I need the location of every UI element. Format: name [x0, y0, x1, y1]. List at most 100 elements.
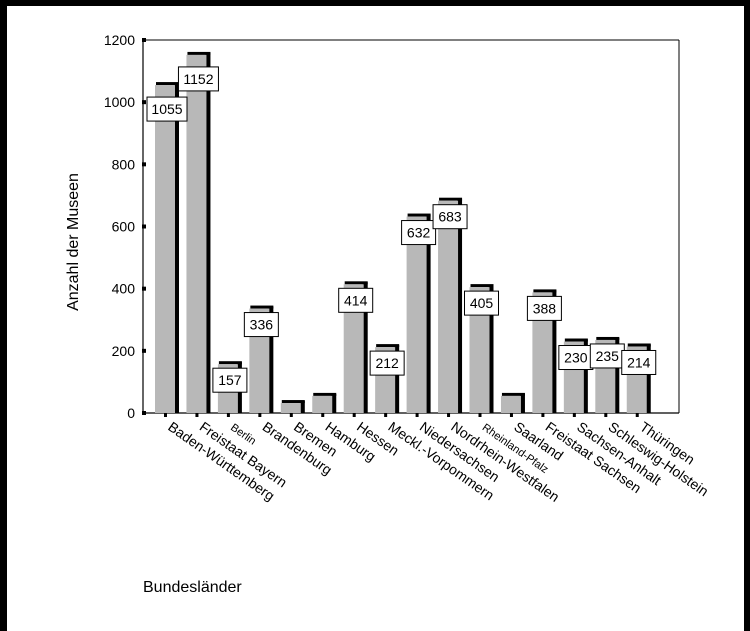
x-tick-mark: [195, 413, 199, 417]
bar-shadow: [174, 83, 179, 413]
bar-cap: [470, 284, 494, 288]
x-tick-mark: [447, 413, 451, 417]
y-tick-mark: [142, 224, 146, 229]
data-label-box: [558, 345, 594, 371]
data-label: 1055: [146, 96, 188, 122]
y-tick-label: 0: [127, 405, 135, 421]
y-tick-label: 600: [112, 219, 136, 235]
bar-shadow: [205, 52, 211, 414]
x-tick-mark: [604, 413, 608, 417]
x-tick-mark: [352, 413, 356, 417]
bar-cap: [156, 82, 179, 86]
y-tick-mark: [142, 348, 146, 353]
bar-cap: [250, 305, 274, 309]
data-label-text: 414: [344, 292, 368, 308]
x-tick-mark: [321, 413, 325, 417]
data-label-text: 1055: [151, 101, 182, 117]
data-label: 1152: [177, 66, 219, 92]
bar: [469, 287, 490, 413]
y-tick-label: 1000: [104, 94, 135, 110]
bar: [186, 54, 207, 414]
bar-shadow: [299, 401, 305, 413]
bar: [532, 292, 553, 413]
bar: [500, 395, 521, 413]
data-label-text: 405: [470, 295, 494, 311]
y-tick-mark: [142, 100, 146, 105]
data-label-box: [243, 312, 279, 338]
data-label-box: [177, 66, 219, 92]
data-label-text: 230: [564, 350, 588, 366]
bar-shadow: [457, 198, 463, 413]
bar-cap: [376, 344, 400, 348]
bar: [280, 403, 301, 413]
bar: [155, 85, 175, 413]
bar-shadow: [268, 306, 274, 413]
bar: [406, 216, 427, 413]
data-label: 157: [212, 367, 248, 393]
bar-cap: [407, 213, 431, 217]
data-label: 683: [432, 204, 468, 230]
data-label: 388: [526, 295, 562, 321]
bar-shadow: [488, 285, 494, 413]
bar-shadow: [582, 339, 588, 413]
bar: [438, 200, 459, 413]
bar-cap: [596, 336, 620, 340]
x-tick-mark: [415, 413, 419, 417]
data-label-text: 157: [218, 372, 242, 388]
data-label-text: 683: [438, 209, 462, 225]
bar-cap: [533, 289, 557, 293]
x-tick-mark: [384, 413, 388, 417]
data-label-text: 212: [375, 355, 399, 371]
bar-cap: [501, 392, 525, 396]
y-tick-label: 1200: [104, 32, 135, 48]
data-label-box: [621, 349, 657, 375]
data-label: 230: [558, 345, 594, 371]
bar-shadow: [614, 337, 620, 413]
x-tick-mark: [164, 413, 167, 417]
bar-cap: [281, 400, 305, 404]
bar-cap: [313, 392, 337, 396]
y-tick-label: 400: [112, 281, 136, 297]
x-tick-mark: [258, 413, 262, 417]
data-label-box: [401, 220, 437, 246]
data-label-box: [464, 290, 499, 316]
data-label-text: 632: [407, 225, 431, 241]
bar-shadow: [362, 282, 368, 413]
data-label-box: [526, 295, 562, 321]
y-tick-mark: [142, 38, 146, 42]
y-tick-mark: [142, 286, 146, 291]
x-tick-mark: [289, 413, 293, 417]
x-tick-mark: [635, 413, 639, 417]
x-tick-mark: [572, 413, 576, 417]
data-label: 632: [401, 220, 437, 246]
data-label-box: [146, 96, 188, 122]
bar-cap: [564, 338, 588, 342]
bar-shadow: [331, 393, 337, 413]
y-tick-label: 800: [112, 156, 136, 172]
y-tick-label: 200: [112, 343, 136, 359]
data-label-text: 336: [250, 317, 274, 333]
bar-shadow: [645, 344, 651, 413]
bar-cap: [627, 343, 651, 347]
x-tick-mark: [226, 413, 230, 417]
x-axis-title: Bundesländer: [143, 579, 242, 596]
data-label-text: 235: [596, 348, 620, 364]
y-axis-title: Anzahl der Museen: [65, 173, 82, 311]
bar-shadow: [551, 290, 557, 413]
bar-cap: [344, 281, 368, 285]
data-label-text: 388: [533, 300, 557, 316]
data-label-box: [212, 367, 248, 393]
y-axis-ticks: 0 200 400 600 800 1000 1200: [104, 32, 146, 421]
data-label-text: 214: [627, 354, 651, 370]
bar-cap: [439, 197, 463, 201]
bar: [343, 284, 364, 413]
x-tick-mark: [509, 413, 513, 417]
data-label-box: [369, 350, 405, 376]
data-label-text: 1152: [183, 71, 213, 87]
bar-cap: [187, 51, 211, 55]
data-label: 212: [369, 350, 405, 376]
